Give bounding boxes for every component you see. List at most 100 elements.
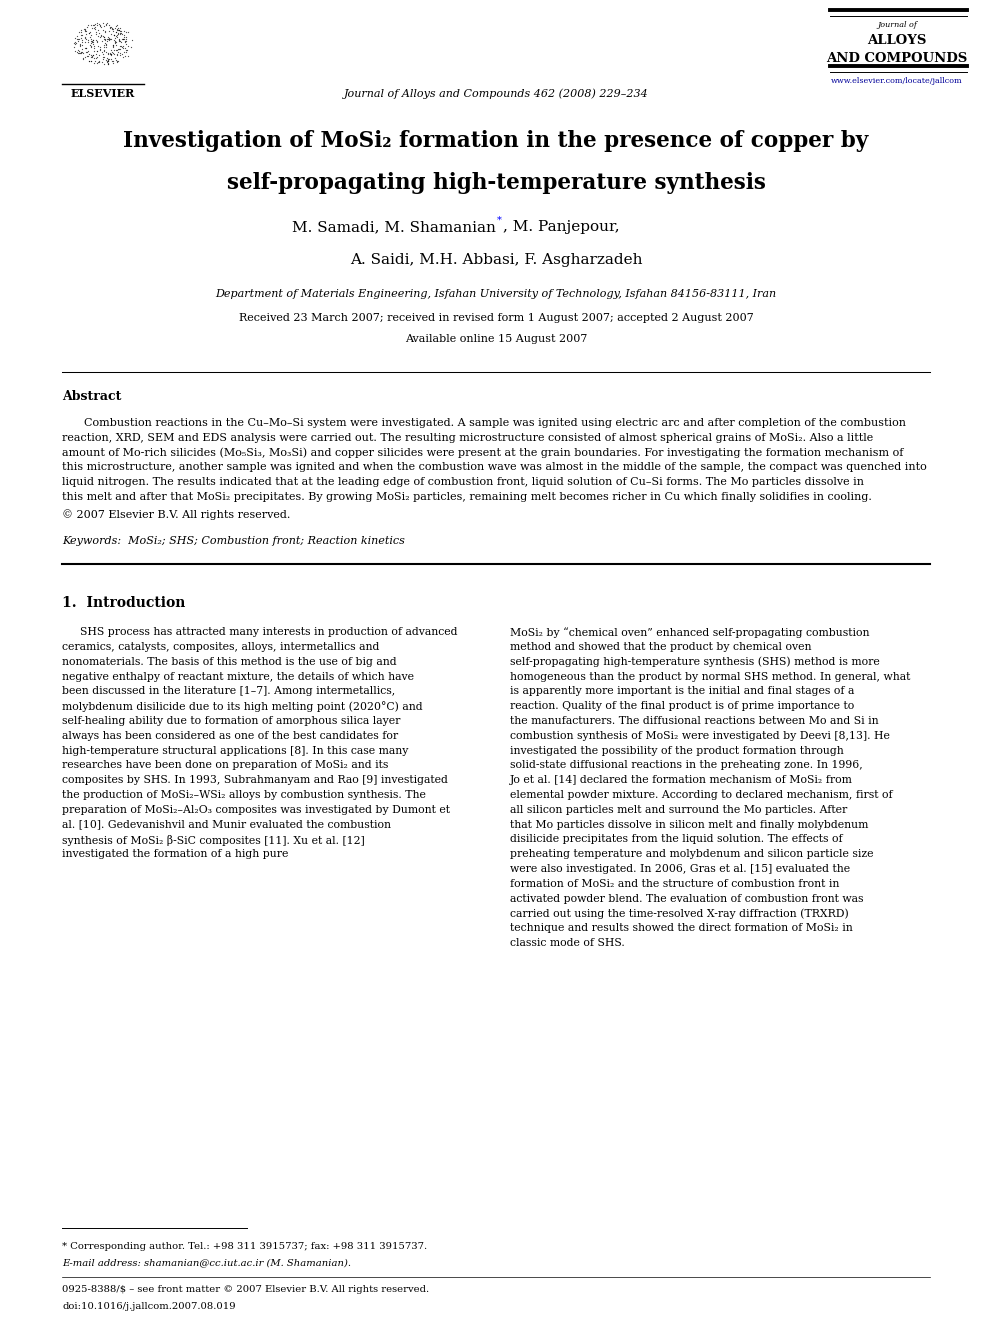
Point bbox=[108, 25, 124, 46]
Point bbox=[113, 22, 129, 44]
Text: elemental powder mixture. According to declared mechanism, first of: elemental powder mixture. According to d… bbox=[510, 790, 893, 800]
Point bbox=[75, 42, 91, 64]
Point bbox=[86, 38, 102, 60]
Point bbox=[103, 45, 119, 66]
Point bbox=[94, 25, 110, 46]
Point bbox=[107, 32, 123, 53]
Point bbox=[77, 26, 93, 48]
Point bbox=[72, 20, 88, 41]
Point bbox=[113, 36, 129, 57]
Point bbox=[110, 22, 126, 44]
Text: ALLOYS: ALLOYS bbox=[867, 34, 927, 48]
Point bbox=[105, 34, 121, 56]
Point bbox=[112, 42, 128, 64]
Point bbox=[69, 41, 85, 62]
Point bbox=[109, 24, 125, 45]
Point bbox=[90, 36, 106, 57]
Point bbox=[103, 49, 119, 70]
Point bbox=[77, 19, 93, 40]
Text: Journal of Alloys and Compounds 462 (2008) 229–234: Journal of Alloys and Compounds 462 (200… bbox=[343, 89, 649, 98]
Point bbox=[88, 44, 104, 65]
Text: high-temperature structural applications [8]. In this case many: high-temperature structural applications… bbox=[62, 746, 409, 755]
Point bbox=[112, 34, 128, 56]
Text: the production of MoSi₂–WSi₂ alloys by combustion synthesis. The: the production of MoSi₂–WSi₂ alloys by c… bbox=[62, 790, 426, 800]
Point bbox=[75, 48, 91, 69]
Text: ceramics, catalysts, composites, alloys, intermetallics and: ceramics, catalysts, composites, alloys,… bbox=[62, 642, 379, 652]
Point bbox=[111, 38, 127, 60]
Point bbox=[109, 45, 125, 66]
Point bbox=[85, 30, 101, 52]
Point bbox=[106, 30, 122, 52]
Point bbox=[98, 13, 114, 34]
Text: technique and results showed the direct formation of MoSi₂ in: technique and results showed the direct … bbox=[510, 923, 853, 933]
Point bbox=[89, 15, 105, 36]
Point bbox=[101, 28, 117, 49]
Text: Keywords:  MoSi₂; SHS; Combustion front; Reaction kinetics: Keywords: MoSi₂; SHS; Combustion front; … bbox=[62, 536, 405, 546]
Point bbox=[101, 21, 117, 42]
Text: formation of MoSi₂ and the structure of combustion front in: formation of MoSi₂ and the structure of … bbox=[510, 878, 839, 889]
Point bbox=[89, 40, 105, 61]
Point bbox=[109, 19, 125, 40]
Point bbox=[83, 50, 99, 71]
Point bbox=[111, 20, 127, 41]
Point bbox=[103, 38, 119, 60]
Point bbox=[104, 19, 120, 40]
Text: investigated the formation of a high pure: investigated the formation of a high pur… bbox=[62, 849, 289, 860]
Point bbox=[70, 41, 86, 62]
Point bbox=[84, 30, 100, 52]
Text: A. Saidi, M.H. Abbasi, F. Asgharzadeh: A. Saidi, M.H. Abbasi, F. Asgharzadeh bbox=[350, 253, 642, 267]
Point bbox=[109, 40, 125, 61]
Point bbox=[66, 40, 82, 61]
Point bbox=[76, 19, 92, 40]
Point bbox=[78, 24, 94, 45]
Point bbox=[91, 13, 107, 34]
Point bbox=[83, 17, 99, 38]
Point bbox=[108, 44, 124, 65]
Text: been discussed in the literature [1–7]. Among intermetallics,: been discussed in the literature [1–7]. … bbox=[62, 687, 395, 696]
Point bbox=[115, 28, 131, 49]
Point bbox=[95, 28, 111, 49]
Point bbox=[101, 44, 117, 65]
Text: AND COMPOUNDS: AND COMPOUNDS bbox=[826, 52, 967, 65]
Point bbox=[115, 46, 131, 67]
Point bbox=[80, 22, 96, 44]
Text: Investigation of MoSi₂ formation in the presence of copper by: Investigation of MoSi₂ formation in the … bbox=[123, 130, 869, 152]
Point bbox=[82, 34, 98, 56]
Point bbox=[80, 15, 96, 36]
Text: activated powder blend. The evaluation of combustion front was: activated powder blend. The evaluation o… bbox=[510, 894, 863, 904]
Point bbox=[100, 50, 116, 71]
Point bbox=[82, 21, 98, 42]
Point bbox=[98, 37, 114, 58]
Point bbox=[91, 36, 107, 57]
Point bbox=[76, 21, 92, 42]
Point bbox=[106, 25, 122, 46]
Point bbox=[94, 52, 110, 73]
Point bbox=[100, 50, 116, 71]
Point bbox=[112, 30, 128, 52]
Text: SHS process has attracted many interests in production of advanced: SHS process has attracted many interests… bbox=[80, 627, 457, 638]
Point bbox=[79, 30, 95, 52]
Point bbox=[108, 21, 124, 42]
Point bbox=[77, 46, 93, 67]
Point bbox=[118, 29, 134, 50]
Text: amount of Mo-rich silicides (Mo₅Si₃, Mo₃Si) and copper silicides were present at: amount of Mo-rich silicides (Mo₅Si₃, Mo₃… bbox=[62, 447, 904, 458]
Point bbox=[82, 24, 98, 45]
Point bbox=[91, 40, 107, 61]
Point bbox=[110, 20, 126, 41]
Point bbox=[93, 17, 109, 38]
Point bbox=[92, 15, 108, 36]
Point bbox=[87, 19, 103, 40]
Text: liquid nitrogen. The results indicated that at the leading edge of combustion fr: liquid nitrogen. The results indicated t… bbox=[62, 478, 864, 487]
Point bbox=[67, 33, 83, 54]
Point bbox=[96, 34, 112, 56]
Point bbox=[104, 41, 120, 62]
Point bbox=[98, 34, 114, 56]
Text: researches have been done on preparation of MoSi₂ and its: researches have been done on preparation… bbox=[62, 761, 389, 770]
Point bbox=[101, 29, 117, 50]
Point bbox=[102, 16, 118, 37]
Point bbox=[83, 15, 99, 36]
Point bbox=[92, 26, 108, 48]
Point bbox=[111, 29, 127, 50]
Point bbox=[95, 20, 111, 41]
Point bbox=[105, 37, 121, 58]
